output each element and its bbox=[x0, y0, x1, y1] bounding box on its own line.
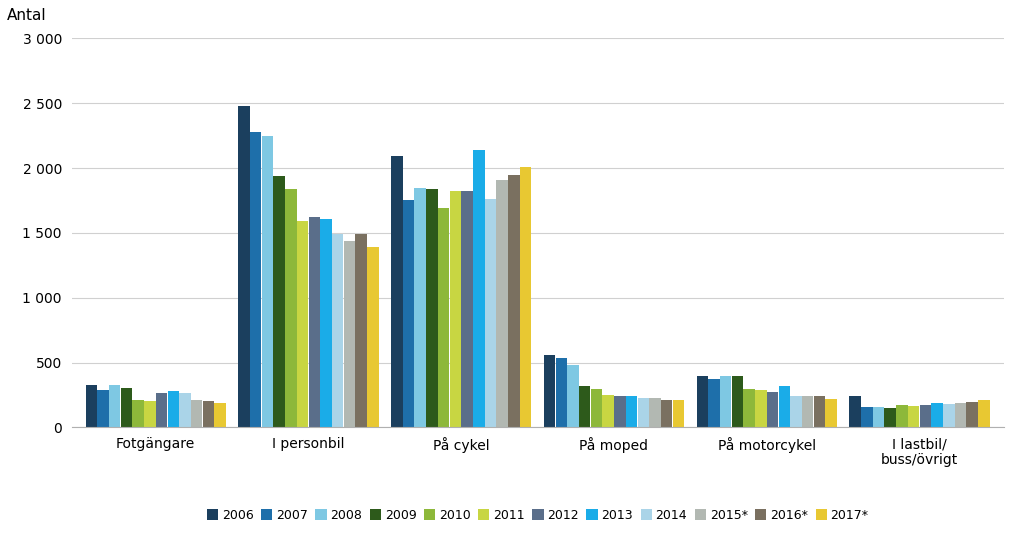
Bar bbox=[885, 408, 896, 427]
Bar bbox=[144, 401, 156, 427]
Bar bbox=[673, 399, 684, 427]
Bar bbox=[355, 234, 367, 427]
Bar bbox=[943, 404, 954, 427]
Bar bbox=[484, 198, 497, 427]
Bar bbox=[778, 386, 791, 427]
Bar bbox=[556, 358, 567, 427]
Bar bbox=[497, 180, 508, 427]
Bar bbox=[402, 201, 415, 427]
Bar bbox=[426, 189, 437, 427]
Bar bbox=[239, 106, 250, 427]
Bar bbox=[285, 189, 297, 427]
Bar bbox=[250, 132, 261, 427]
Bar bbox=[415, 187, 426, 427]
Bar bbox=[814, 396, 825, 427]
Bar bbox=[344, 241, 355, 427]
Bar bbox=[109, 385, 121, 427]
Bar bbox=[332, 234, 343, 427]
Bar bbox=[262, 135, 273, 427]
Bar bbox=[567, 365, 579, 427]
Bar bbox=[908, 406, 920, 427]
Bar bbox=[709, 379, 720, 427]
Bar bbox=[86, 385, 97, 427]
Bar bbox=[602, 395, 613, 427]
Bar bbox=[168, 391, 179, 427]
Bar bbox=[660, 399, 673, 427]
Bar bbox=[861, 407, 872, 427]
Bar bbox=[121, 388, 132, 427]
Bar bbox=[732, 376, 743, 427]
Bar bbox=[954, 403, 967, 427]
Bar bbox=[438, 208, 450, 427]
Bar bbox=[273, 176, 285, 427]
Bar bbox=[849, 396, 861, 427]
Bar bbox=[649, 398, 660, 427]
Text: Antal: Antal bbox=[6, 8, 46, 23]
Bar bbox=[520, 167, 531, 427]
Bar bbox=[791, 396, 802, 427]
Bar bbox=[591, 389, 602, 427]
Bar bbox=[368, 247, 379, 427]
Bar bbox=[321, 219, 332, 427]
Bar bbox=[614, 396, 626, 427]
Bar bbox=[638, 398, 649, 427]
Bar bbox=[872, 407, 885, 427]
Bar bbox=[473, 150, 484, 427]
Bar bbox=[544, 355, 555, 427]
Bar bbox=[203, 401, 214, 427]
Bar bbox=[920, 406, 931, 427]
Bar bbox=[308, 218, 321, 427]
Bar bbox=[132, 399, 143, 427]
Legend: 2006, 2007, 2008, 2009, 2010, 2011, 2012, 2013, 2014, 2015*, 2016*, 2017*: 2006, 2007, 2008, 2009, 2010, 2011, 2012… bbox=[202, 504, 873, 527]
Bar bbox=[190, 399, 203, 427]
Bar bbox=[214, 403, 226, 427]
Bar bbox=[579, 386, 591, 427]
Bar bbox=[767, 392, 778, 427]
Bar bbox=[967, 402, 978, 427]
Bar bbox=[755, 391, 767, 427]
Bar bbox=[802, 396, 813, 427]
Bar bbox=[97, 391, 109, 427]
Bar bbox=[297, 221, 308, 427]
Bar bbox=[450, 191, 461, 427]
Bar bbox=[932, 403, 943, 427]
Bar bbox=[179, 393, 190, 427]
Bar bbox=[696, 375, 708, 427]
Bar bbox=[720, 376, 731, 427]
Bar bbox=[743, 389, 755, 427]
Bar bbox=[978, 400, 989, 427]
Bar bbox=[156, 393, 167, 427]
Bar bbox=[391, 156, 402, 427]
Bar bbox=[508, 174, 519, 427]
Bar bbox=[626, 396, 637, 427]
Bar bbox=[896, 406, 907, 427]
Bar bbox=[825, 399, 837, 427]
Bar bbox=[462, 191, 473, 427]
